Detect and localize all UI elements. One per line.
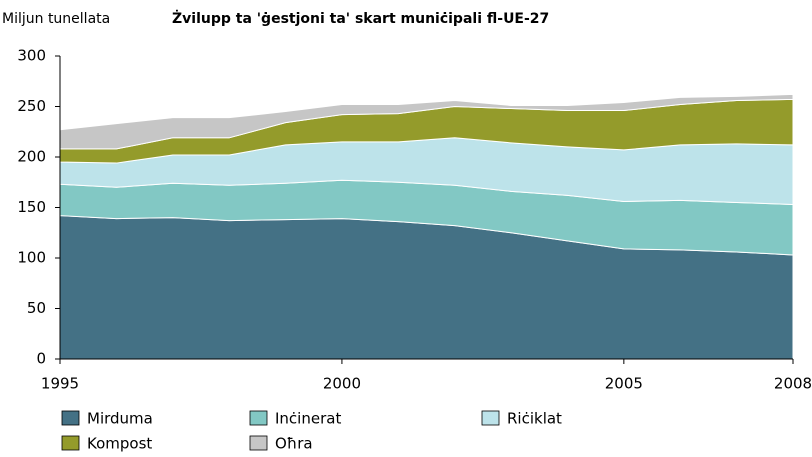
- x-tick-label: 2005: [605, 375, 643, 393]
- x-tick-label: 2000: [323, 375, 361, 393]
- y-tick-label: 300: [17, 47, 46, 65]
- y-tick-label: 250: [17, 97, 46, 115]
- x-tick-label: 1995: [41, 375, 79, 393]
- y-axis-label: Miljun tunellata: [2, 11, 110, 27]
- legend-label: Oħra: [275, 435, 313, 453]
- x-tick-label: 2008: [774, 375, 812, 393]
- legend-label: Inċinerat: [275, 410, 341, 428]
- y-tick-label: 200: [17, 148, 46, 166]
- legend-swatch: [249, 410, 268, 426]
- legend-swatch: [249, 435, 268, 451]
- legend-label: Mirduma: [87, 410, 153, 428]
- legend-swatch: [481, 410, 500, 426]
- area: [59, 93, 794, 150]
- y-tick-label: 0: [36, 350, 46, 368]
- legend-label: Riċiklat: [507, 410, 562, 428]
- legend-swatch: [61, 410, 80, 426]
- y-tick-label: 50: [27, 299, 46, 317]
- legend-swatch: [61, 435, 80, 451]
- chart-title: Żvilupp ta 'ġestjoni ta' skart muniċipal…: [172, 10, 549, 27]
- y-tick-label: 150: [17, 198, 46, 216]
- y-tick-label: 100: [17, 249, 46, 267]
- legend-label: Kompost: [87, 435, 152, 453]
